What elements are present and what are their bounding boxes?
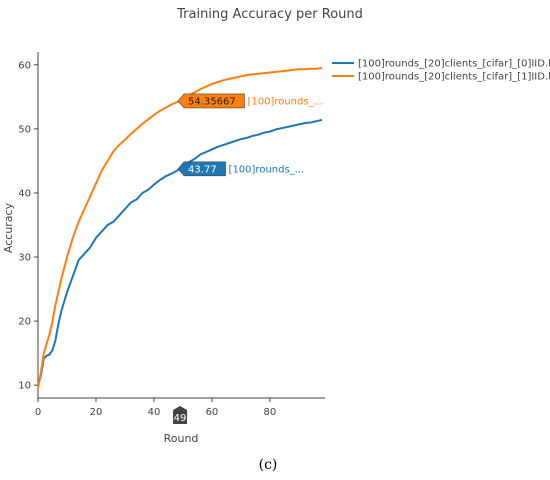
hover-x-text: 49 — [174, 413, 187, 424]
legend-label: [100]rounds_[20]clients_[cifar]_[1]IID.l… — [358, 72, 550, 83]
x-tick-label: 80 — [264, 407, 277, 418]
x-axis-title: Round — [164, 432, 199, 445]
x-tick-label: 20 — [90, 407, 103, 418]
hover-name-text: [100]rounds_... — [229, 164, 305, 175]
hover-label-1: 54.35667 [100]rounds_... — [177, 93, 323, 109]
figure-caption: (c) — [259, 457, 278, 473]
hover-name-text: [100]rounds_... — [247, 96, 323, 107]
y-tick-label: 60 — [18, 60, 31, 71]
hover-layer: 54.35667 [100]rounds_... 43.77 [100]rounds_… — [173, 93, 323, 424]
x-ticks: 0 20 40 60 80 — [35, 398, 276, 418]
hover-value-text: 43.77 — [188, 164, 217, 175]
y-tick-label: 10 — [18, 381, 31, 392]
x-tick-label: 40 — [148, 407, 161, 418]
hover-label-0: 43.77 [100]rounds_... — [177, 161, 305, 177]
hover-value-box — [177, 93, 245, 109]
y-tick-label: 40 — [18, 188, 31, 199]
y-axis-title: Accuracy — [2, 202, 15, 253]
legend-item-1[interactable]: [100]rounds_[20]clients_[cifar]_[1]IID.l… — [332, 72, 550, 83]
hover-x-marker: 49 — [173, 406, 188, 424]
x-tick-label: 0 — [35, 407, 41, 418]
hover-value-box — [177, 161, 226, 177]
y-tick-label: 30 — [18, 253, 31, 264]
series-line-1[interactable] — [37, 67, 323, 389]
plot-area: 10 20 30 40 50 60 0 20 40 60 80 54.35667 [100]roun… — [18, 52, 325, 424]
legend-label: [100]rounds_[20]clients_[cifar]_[0]IID.l… — [358, 59, 550, 70]
series-lines — [37, 67, 323, 389]
x-tick-label: 60 — [206, 407, 219, 418]
y-ticks: 10 20 30 40 50 60 — [18, 60, 38, 392]
series-line-0[interactable] — [37, 118, 323, 386]
legend-item-0[interactable]: [100]rounds_[20]clients_[cifar]_[0]IID.l… — [332, 59, 550, 70]
hover-x-box — [173, 406, 188, 424]
chart-title: Training Accuracy per Round — [176, 7, 363, 22]
legend[interactable]: [100]rounds_[20]clients_[cifar]_[0]IID.l… — [332, 59, 550, 83]
hover-value-text: 54.35667 — [188, 96, 236, 107]
y-tick-label: 50 — [18, 124, 31, 135]
y-tick-label: 20 — [18, 317, 31, 328]
